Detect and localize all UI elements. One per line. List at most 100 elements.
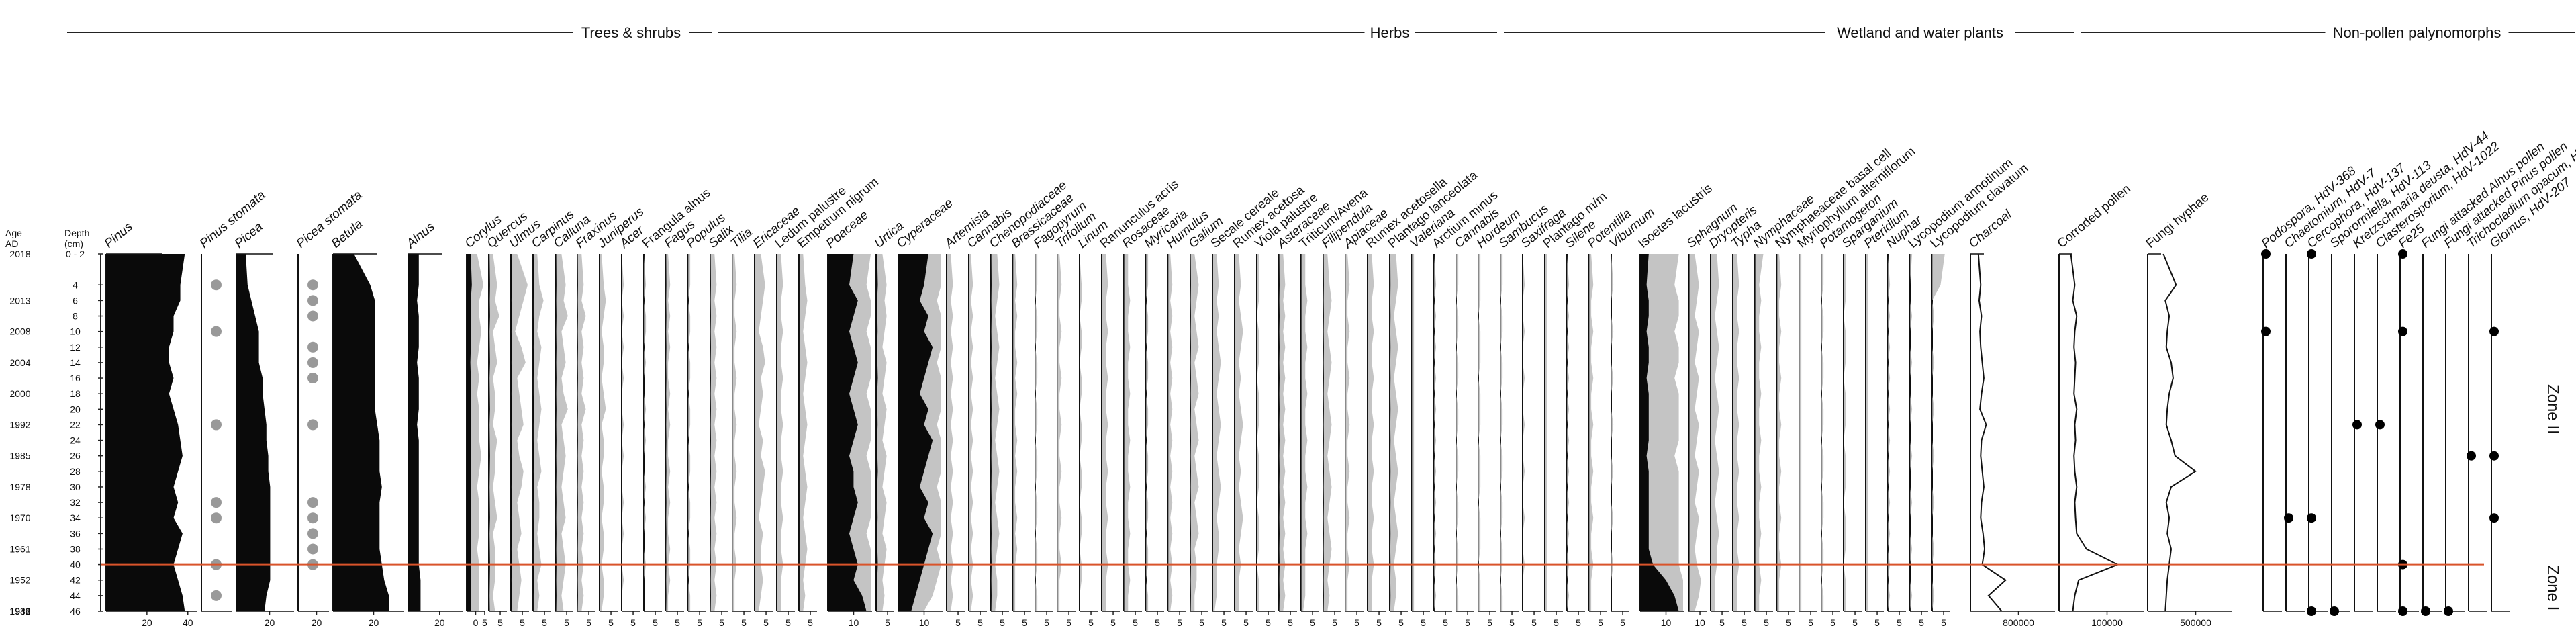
depth-tick-label: 36 (70, 528, 81, 539)
depth-tick-label: 42 (70, 575, 81, 586)
depth-tick-label: 16 (70, 373, 81, 383)
x-tick-label: 5 (1044, 617, 1049, 628)
exaggeration-curve (1777, 254, 1781, 611)
x-tick-label: 5 (1487, 617, 1492, 628)
exaggeration-curve (1711, 254, 1719, 611)
stomata-dot (307, 528, 318, 539)
presence-dot (2307, 606, 2316, 616)
x-tick-label: 5 (1376, 617, 1382, 628)
x-tick-label: 40 (183, 617, 193, 628)
x-tick-label: 5 (1332, 617, 1337, 628)
abundance-silhouette (333, 254, 389, 611)
exaggeration-curve (1799, 254, 1801, 611)
exaggeration-curve (799, 254, 808, 611)
x-tick-label: 5 (1764, 617, 1769, 628)
x-tick-label: 5 (630, 617, 636, 628)
x-tick-label: 5 (564, 617, 569, 628)
x-tick-label: 5 (1155, 617, 1160, 628)
exaggeration-curve (1257, 254, 1259, 611)
exaggeration-curve (555, 254, 568, 611)
abundance-silhouette (1755, 254, 1756, 611)
age-tick-label: 1985 (9, 451, 30, 461)
stomata-dot (211, 419, 222, 430)
exaggeration-curve (1057, 254, 1061, 611)
exaggeration-curve (600, 254, 606, 611)
x-tick-label: 5 (1852, 617, 1858, 628)
exaggeration-curve (1567, 254, 1569, 611)
depth-tick-label: 44 (70, 590, 81, 601)
stomata-dot (211, 497, 222, 508)
presence-dot (2489, 451, 2499, 461)
exaggeration-curve (1323, 254, 1332, 611)
age-tick-label: 2008 (9, 326, 30, 337)
depth-tick-label: 18 (70, 388, 81, 399)
x-tick-label: 800000 (2003, 617, 2034, 628)
age-tick-label: 2018 (9, 249, 30, 259)
exaggeration-curve (1212, 254, 1221, 611)
concentration-line (1978, 254, 2006, 611)
x-tick-label: 5 (1742, 617, 1747, 628)
exaggeration-curve (1888, 254, 1890, 611)
group-label-wetland-and-water-plants: Wetland and water plants (1837, 24, 2003, 41)
exaggeration-curve (777, 254, 783, 611)
exaggeration-curve (1190, 254, 1199, 611)
exaggeration-curve (1368, 254, 1374, 611)
depth-tick-label: 34 (70, 512, 81, 523)
x-tick-label: 5 (1199, 617, 1204, 628)
presence-dot (2398, 327, 2407, 336)
x-tick-label: 10 (1695, 617, 1705, 628)
x-tick-label: 5 (1354, 617, 1359, 628)
x-tick-label: 5 (653, 617, 658, 628)
x-tick-label: 5 (1941, 617, 1946, 628)
x-tick-label: 5 (1088, 617, 1094, 628)
x-tick-label: 5 (1786, 617, 1791, 628)
depth-tick-label: 30 (70, 482, 81, 492)
taxon-label-lycopodium-annotinum: Lycopodium annotinum (1906, 156, 2015, 251)
x-tick-label: 5 (586, 617, 591, 628)
x-tick-label: 10 (919, 617, 930, 628)
x-tick-label: 5 (482, 617, 487, 628)
x-tick-label: 5 (1221, 617, 1227, 628)
presence-dot (2489, 513, 2499, 523)
age-tick-label: 1934 (9, 606, 30, 617)
x-tick-label: 20 (265, 617, 275, 628)
x-tick-label: 5 (1465, 617, 1470, 628)
x-tick-label: 5 (1066, 617, 1071, 628)
stomata-dot (307, 497, 318, 508)
x-tick-label: 20 (369, 617, 379, 628)
depth-header-unit: (cm) (64, 238, 83, 249)
depth-tick-label: 32 (70, 497, 81, 508)
exaggeration-curve (732, 254, 736, 611)
abundance-silhouette (1212, 254, 1213, 611)
presence-dot (2307, 513, 2316, 523)
age-tick-label: 1961 (9, 543, 30, 554)
x-tick-label: 100000 (2091, 617, 2123, 628)
x-tick-label: 20 (312, 617, 322, 628)
exaggeration-curve (1345, 254, 1349, 611)
presence-dot (2352, 420, 2362, 429)
presence-dot (2261, 249, 2271, 259)
abundance-silhouette (555, 254, 557, 611)
exaggeration-curve (1301, 254, 1307, 611)
x-tick-label: 5 (1919, 617, 1924, 628)
exaggeration-curve (969, 254, 973, 611)
depth-tick-label: 14 (70, 357, 81, 368)
depth-tick-label: 4 (73, 279, 78, 290)
exaggeration-curve (1434, 254, 1436, 611)
exaggeration-curve (533, 254, 544, 611)
exaggeration-curve (755, 254, 765, 611)
